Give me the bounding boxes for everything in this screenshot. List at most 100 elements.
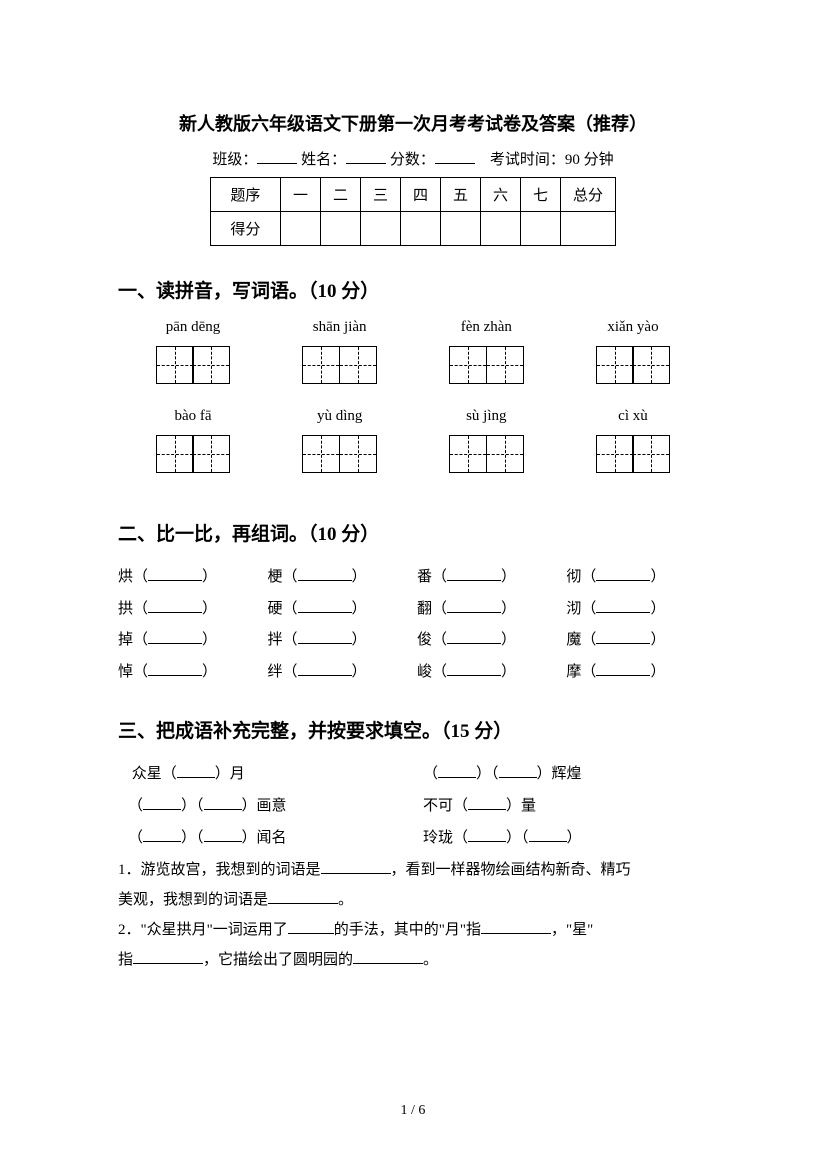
fill-blank[interactable] (468, 828, 506, 842)
fill-blank[interactable] (204, 828, 242, 842)
pinyin-row-2-boxes (118, 435, 708, 491)
fill-blank[interactable] (438, 764, 476, 778)
fill-blank[interactable] (447, 662, 501, 676)
pinyin-label: shān jiàn (280, 319, 400, 336)
fill-blank[interactable] (288, 920, 334, 934)
idiom-text: ）量 (506, 798, 536, 814)
char-box[interactable] (133, 346, 253, 384)
cell: 总分 (561, 178, 616, 212)
cell[interactable] (320, 212, 360, 246)
pinyin-label: cì xù (573, 408, 693, 425)
fill-blank[interactable] (177, 764, 215, 778)
idiom-text: ）辉煌 (537, 766, 582, 782)
fill-blank[interactable] (596, 599, 650, 613)
fill-blank[interactable] (596, 662, 650, 676)
fill-blank[interactable] (148, 630, 202, 644)
fill-blank[interactable] (133, 950, 203, 964)
section-1-heading: 一、读拼音，写词语。（10 分） (118, 276, 708, 303)
compare-row: 悼（） 绊（） 峻（） 摩（） (118, 657, 708, 689)
pinyin-label: fèn zhàn (426, 319, 546, 336)
fill-blank[interactable] (447, 630, 501, 644)
idiom-text: ）闻名 (242, 830, 287, 846)
question-2: 2．"众星拱月"一词运用了的手法，其中的"月"指，"星" 指，它描绘出了圆明园的… (118, 915, 708, 975)
pinyin-row-2-labels: bào fā yù dìng sù jìng cì xù (118, 408, 708, 429)
char: 烘 (118, 569, 133, 585)
cell[interactable] (360, 212, 400, 246)
pinyin-row-1-labels: pān dēng shān jiàn fèn zhàn xiǎn yào (118, 319, 708, 340)
fill-blank[interactable] (148, 662, 202, 676)
char: 魔 (566, 632, 581, 648)
fill-blank[interactable] (204, 796, 242, 810)
table-row: 题序 一 二 三 四 五 六 七 总分 (210, 178, 615, 212)
char-box[interactable] (133, 435, 253, 473)
time-label: 考试时间：90 分钟 (490, 152, 614, 168)
idiom-text: ） (567, 830, 582, 846)
fill-blank[interactable] (298, 662, 352, 676)
fill-blank[interactable] (298, 630, 352, 644)
char: 梗 (267, 569, 282, 585)
cell[interactable] (280, 212, 320, 246)
char: 彻 (566, 569, 581, 585)
cell[interactable] (400, 212, 440, 246)
cell: 五 (441, 178, 481, 212)
exam-info-line: 班级： 姓名： 分数： 考试时间：90 分钟 (118, 148, 708, 169)
cell: 一 (280, 178, 320, 212)
char-box[interactable] (573, 435, 693, 473)
fill-blank[interactable] (321, 860, 391, 874)
fill-blank[interactable] (298, 567, 352, 581)
idiom-text: ）（ (181, 798, 204, 814)
fill-blank[interactable] (529, 828, 567, 842)
idiom-text: （ (423, 766, 438, 782)
idiom-text: ）画意 (242, 798, 287, 814)
fill-blank[interactable] (143, 796, 181, 810)
char: 摩 (566, 664, 581, 680)
char-box[interactable] (280, 346, 400, 384)
fill-blank[interactable] (353, 950, 423, 964)
fill-blank[interactable] (447, 567, 501, 581)
char: 沏 (566, 601, 581, 617)
char: 绊 (267, 664, 282, 680)
fill-blank[interactable] (596, 630, 650, 644)
fill-blank[interactable] (499, 764, 537, 778)
score-blank[interactable] (435, 149, 475, 164)
fill-blank[interactable] (148, 599, 202, 613)
idiom-block: 众星（）月 （）（）辉煌 （）（）画意 不可（）量 （）（）闻名 玲珑（）（） (118, 759, 708, 853)
class-label: 班级： (212, 152, 257, 168)
fill-blank[interactable] (268, 890, 338, 904)
section-2-heading: 二、比一比，再组词。（10 分） (118, 519, 708, 546)
char-box[interactable] (426, 346, 546, 384)
cell[interactable] (441, 212, 481, 246)
char-box[interactable] (280, 435, 400, 473)
char-box[interactable] (426, 435, 546, 473)
char: 俊 (417, 632, 432, 648)
score-table: 题序 一 二 三 四 五 六 七 总分 得分 (210, 177, 616, 246)
cell[interactable] (521, 212, 561, 246)
q-text: 的手法，其中的"月"指 (334, 922, 481, 938)
compare-row: 烘（） 梗（） 番（） 彻（） (118, 562, 708, 594)
cell: 七 (521, 178, 561, 212)
pinyin-label: xiǎn yào (573, 319, 693, 336)
char-box[interactable] (573, 346, 693, 384)
fill-blank[interactable] (298, 599, 352, 613)
idiom-text: ）（ (181, 830, 204, 846)
cell[interactable] (481, 212, 521, 246)
idiom-text: ）月 (215, 766, 245, 782)
pinyin-label: bào fā (133, 408, 253, 425)
char: 番 (417, 569, 432, 585)
class-blank[interactable] (257, 149, 297, 164)
fill-blank[interactable] (148, 567, 202, 581)
fill-blank[interactable] (143, 828, 181, 842)
question-1: 1．游览故宫，我想到的词语是，看到一样器物绘画结构新奇、精巧 美观，我想到的词语… (118, 855, 708, 915)
idiom-text: ）（ (476, 766, 499, 782)
cell[interactable] (561, 212, 616, 246)
compare-row: 拱（） 硬（） 翻（） 沏（） (118, 594, 708, 626)
fill-blank[interactable] (481, 920, 551, 934)
fill-blank[interactable] (596, 567, 650, 581)
fill-blank[interactable] (468, 796, 506, 810)
q-text: 指 (118, 952, 133, 968)
fill-blank[interactable] (447, 599, 501, 613)
char: 拌 (267, 632, 282, 648)
q-text: 美观，我想到的词语是 (118, 892, 268, 908)
char: 悼 (118, 664, 133, 680)
name-blank[interactable] (346, 149, 386, 164)
